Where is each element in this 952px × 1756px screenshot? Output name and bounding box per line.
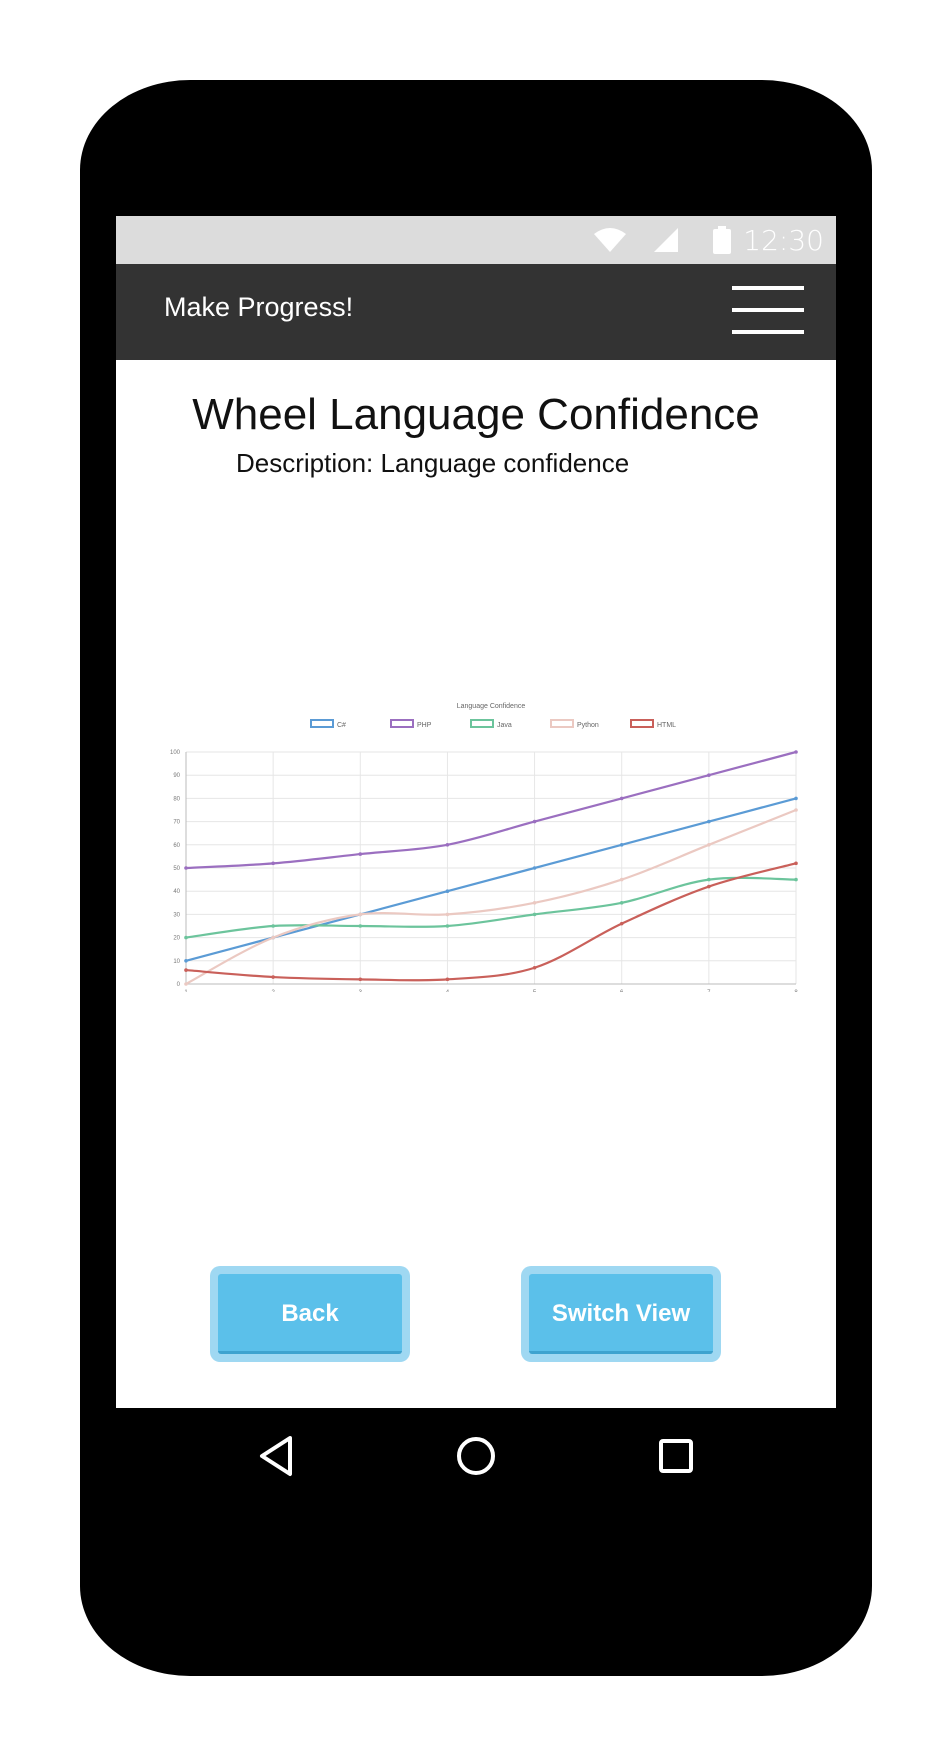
legend-label: PHP [417, 722, 432, 729]
data-point [184, 959, 188, 963]
series-line [185, 750, 797, 870]
data-point [532, 965, 537, 970]
switch-view-button-label: Switch View [529, 1274, 713, 1354]
page-description: Description: Language confidence [236, 448, 630, 478]
data-point [184, 935, 188, 940]
data-point [707, 877, 711, 882]
series-line [185, 808, 797, 985]
legend-swatch [470, 719, 494, 728]
data-point [445, 912, 450, 917]
x-tick-label: 7 [707, 990, 711, 992]
data-point [532, 819, 537, 824]
navigation-bar [116, 1408, 836, 1528]
data-point [619, 843, 624, 847]
recents-square-icon[interactable] [656, 1434, 696, 1478]
wifi-icon [594, 228, 626, 252]
y-tick-label: 10 [173, 959, 180, 965]
legend-swatch [310, 719, 334, 728]
y-tick-label: 80 [173, 796, 180, 802]
data-point [271, 975, 275, 979]
x-tick-label: 3 [359, 990, 363, 992]
data-point [358, 977, 363, 982]
y-tick-label: 60 [173, 843, 180, 849]
y-tick-label: 0 [177, 982, 181, 988]
status-bar: 12:30 [116, 216, 836, 264]
data-point [184, 866, 188, 870]
data-point [445, 977, 450, 982]
signal-icon [654, 228, 678, 252]
app-bar: Make Progress! [116, 264, 836, 360]
data-point [619, 921, 624, 926]
phone-screen: 12:30 Make Progress! Wheel Language Conf… [116, 216, 836, 1408]
data-point [707, 773, 711, 777]
chart-title: Language Confidence [457, 703, 526, 710]
switch-view-button[interactable]: Switch View [521, 1266, 721, 1362]
data-point [271, 861, 275, 866]
data-point [184, 982, 188, 986]
y-tick-label: 100 [170, 750, 181, 756]
data-point [619, 877, 624, 882]
x-tick-label: 6 [620, 990, 624, 992]
hamburger-menu-icon[interactable] [732, 286, 804, 338]
x-tick-label: 5 [533, 990, 537, 992]
series-line [185, 862, 797, 982]
data-point [794, 750, 798, 754]
y-tick-label: 20 [173, 936, 180, 942]
data-point [707, 819, 711, 824]
status-time: 12:30 [743, 224, 824, 257]
data-point [707, 884, 711, 889]
data-point [532, 866, 537, 870]
legend-swatch [550, 719, 574, 728]
data-point [794, 861, 798, 866]
y-tick-label: 90 [173, 773, 180, 779]
data-point [445, 924, 450, 928]
data-point [271, 924, 275, 928]
x-tick-label: 2 [271, 990, 275, 992]
y-tick-label: 70 [173, 820, 180, 826]
data-point [358, 852, 363, 856]
series-line [185, 876, 797, 939]
home-circle-icon[interactable] [456, 1434, 496, 1478]
legend-label: HTML [657, 722, 676, 729]
data-point [532, 912, 537, 917]
data-point [619, 901, 624, 905]
app-title: Make Progress! [164, 292, 354, 322]
data-point [445, 889, 450, 893]
x-tick-label: 4 [446, 990, 450, 992]
data-point [794, 808, 798, 812]
legend-swatch [630, 719, 654, 728]
y-tick-label: 40 [173, 889, 180, 895]
x-tick-label: 8 [794, 990, 798, 992]
data-point [794, 796, 798, 801]
y-tick-label: 50 [173, 866, 180, 872]
data-point [358, 924, 363, 928]
data-point [184, 968, 188, 972]
data-point [794, 877, 798, 882]
y-tick-label: 30 [173, 912, 180, 918]
legend-label: C# [337, 722, 346, 729]
back-triangle-icon[interactable] [256, 1434, 296, 1478]
legend-swatch [390, 719, 414, 728]
legend-label: Java [497, 722, 512, 729]
data-point [358, 912, 363, 917]
legend-label: Python [577, 722, 599, 729]
data-point [532, 901, 537, 905]
data-point [445, 843, 450, 847]
data-point [707, 843, 711, 847]
back-button-label: Back [218, 1274, 402, 1354]
battery-icon [713, 226, 731, 254]
back-button[interactable]: Back [210, 1266, 410, 1362]
data-point [271, 935, 275, 940]
data-point [619, 796, 624, 801]
x-tick-label: 1 [184, 990, 188, 992]
page-title: Wheel Language Confidence [192, 390, 760, 439]
